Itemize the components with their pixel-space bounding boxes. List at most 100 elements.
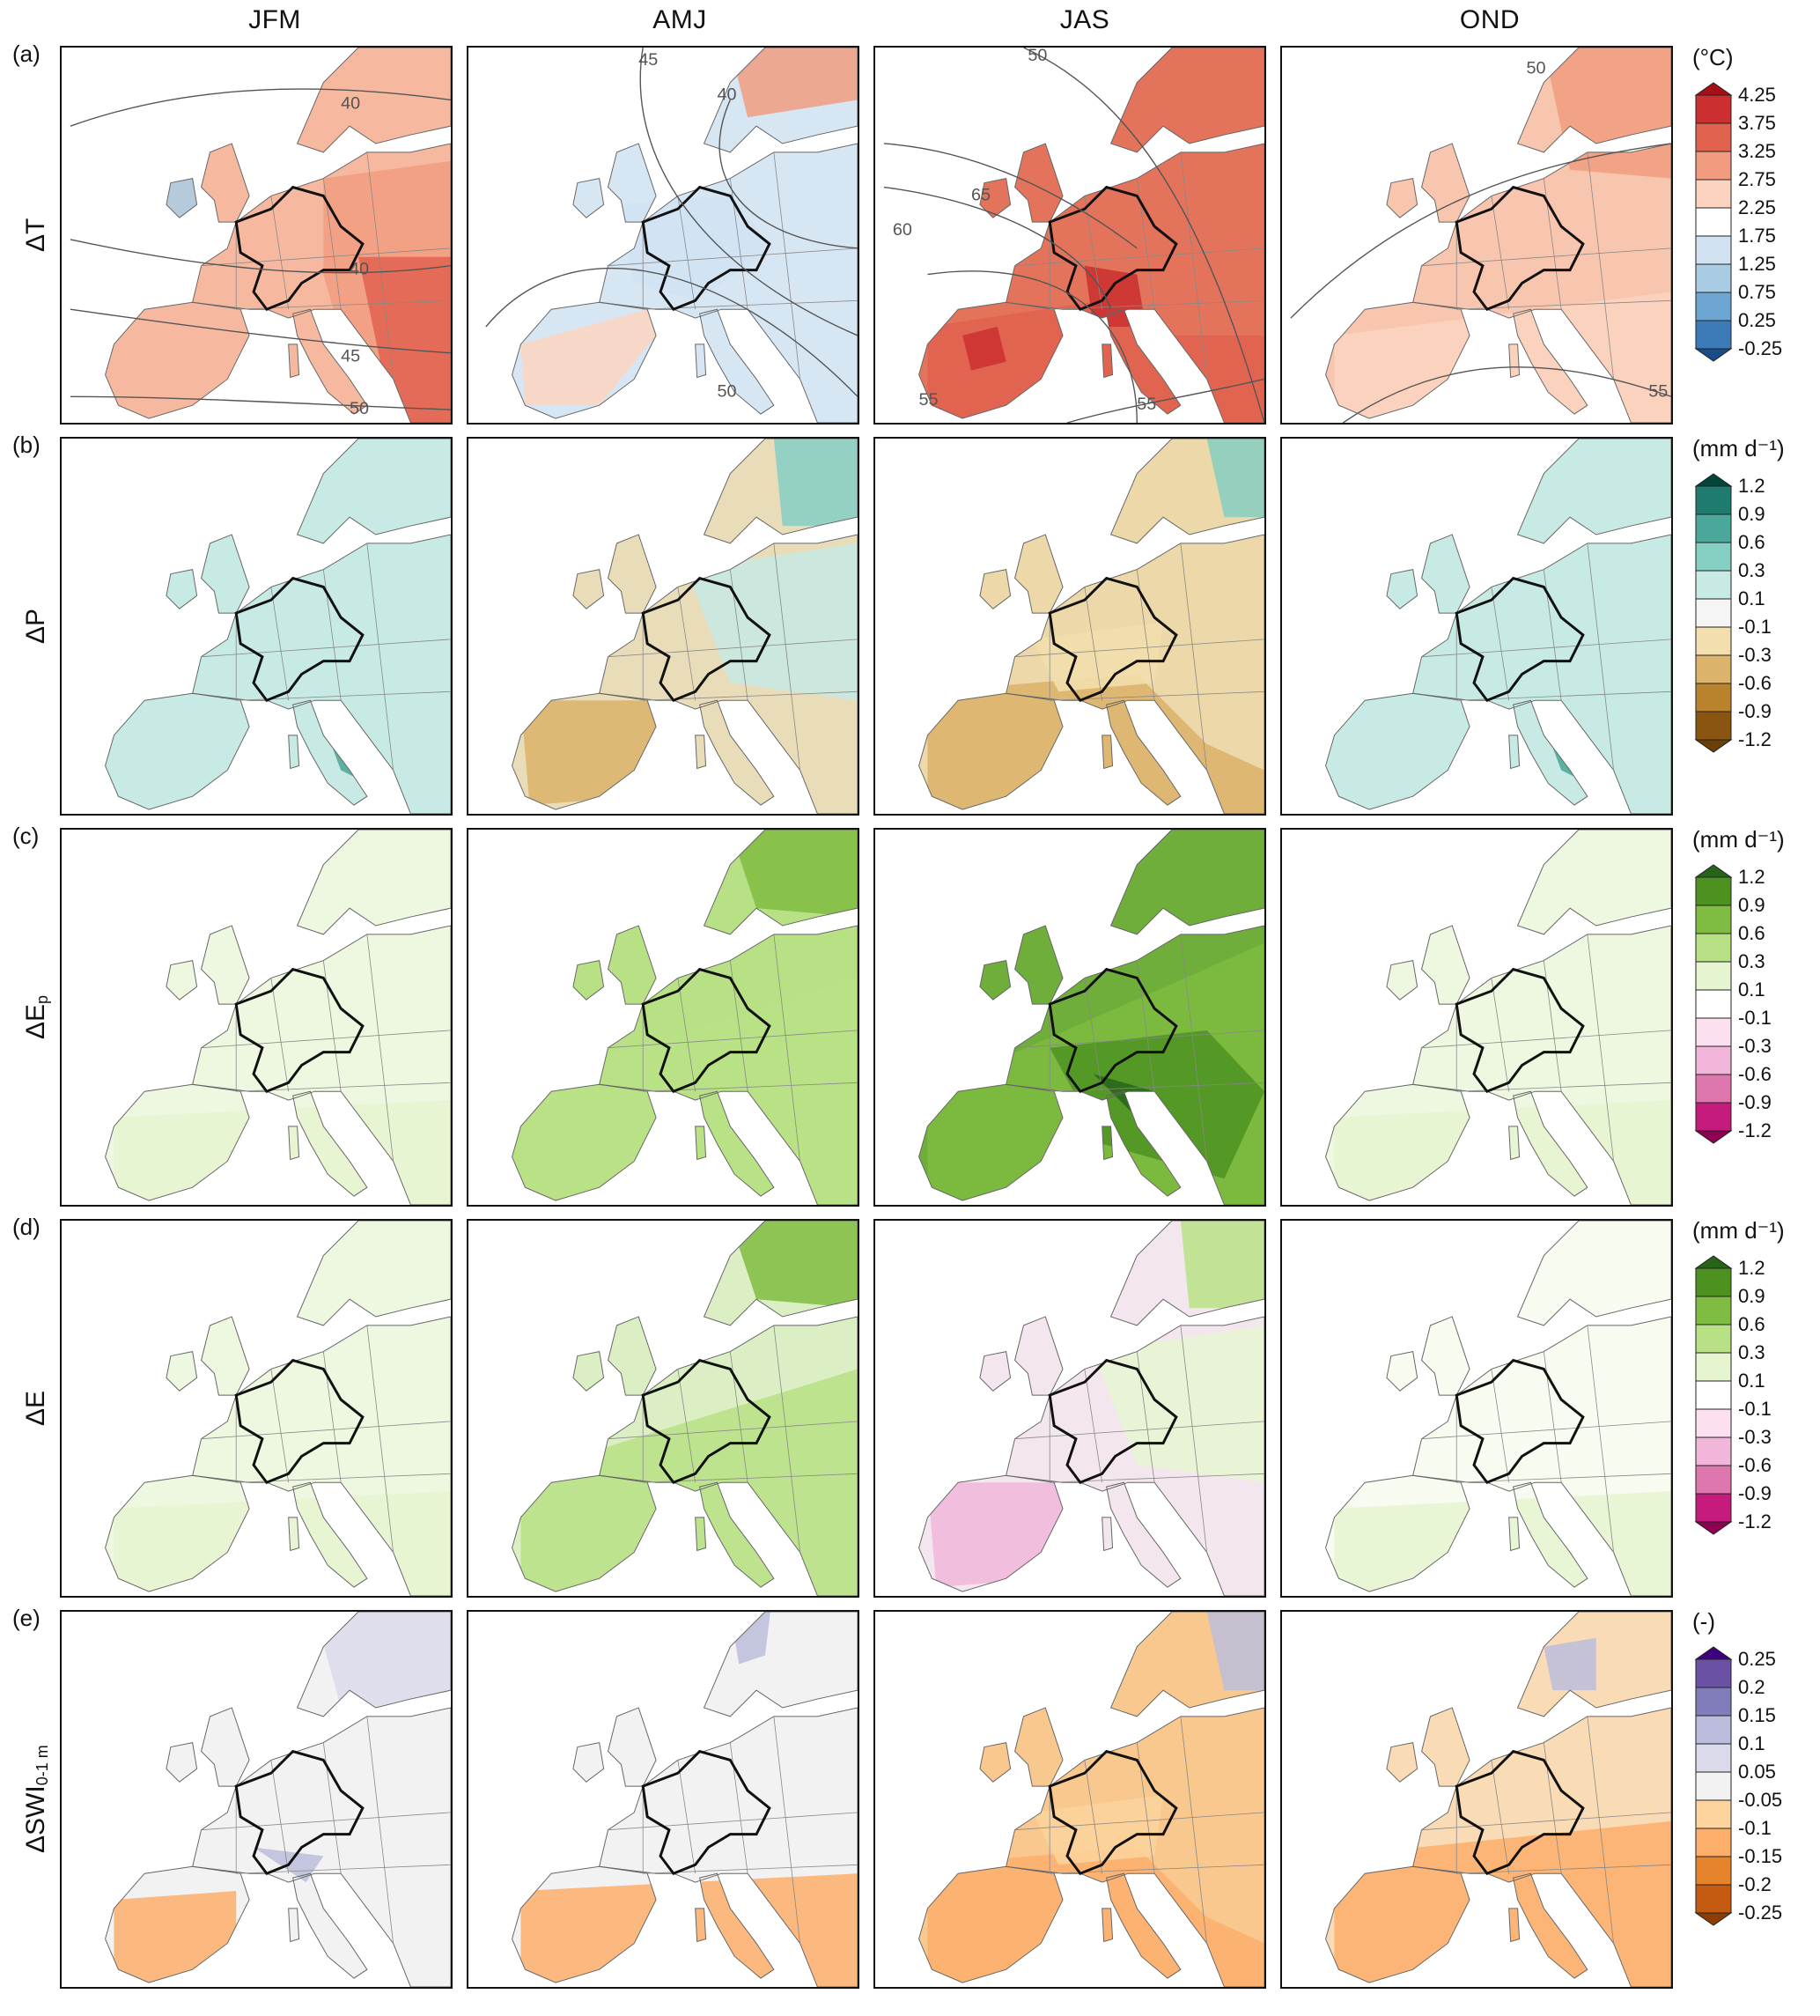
colorbar-tick-label: -0.1 <box>1738 1007 1772 1029</box>
land-area <box>1102 1517 1113 1551</box>
study-area-outline <box>641 576 771 703</box>
colorbar-bin <box>1695 1436 1732 1466</box>
land-area <box>288 735 299 769</box>
study-area-outline <box>234 967 365 1094</box>
land-area <box>572 178 604 218</box>
map-canvas: 40 40 45 50 <box>70 48 451 423</box>
coastline <box>1516 1221 1671 1326</box>
colorbar-bin <box>1695 263 1732 293</box>
coastline <box>1109 48 1264 153</box>
land-area <box>1014 534 1064 614</box>
colorbar <box>1694 82 1733 366</box>
coastline <box>699 1090 775 1197</box>
country-border <box>1180 543 1207 771</box>
map-canvas <box>1325 830 1671 1205</box>
colorbar-tick-label: -0.3 <box>1738 1035 1772 1057</box>
coastline <box>1513 1481 1588 1588</box>
row-letter: (c) <box>12 823 40 849</box>
country-border <box>1491 1760 1510 1874</box>
land-area <box>1325 693 1470 810</box>
colorbar-tick-label: -1.2 <box>1738 1510 1772 1532</box>
variable-name: ΔP <box>21 608 50 645</box>
colorbar-tick-label: -0.05 <box>1738 1789 1783 1811</box>
coastline <box>1106 1872 1182 1979</box>
value-region <box>520 1873 858 1987</box>
colorbar-bin <box>1695 1771 1732 1801</box>
land-area <box>201 1316 250 1396</box>
value-region <box>1544 1637 1596 1691</box>
column-header-jas: JAS <box>1059 5 1110 34</box>
land-area <box>297 1221 451 1326</box>
value-region <box>314 1612 451 1708</box>
map-panel-jfm <box>60 828 453 1207</box>
land-area <box>695 735 706 769</box>
colorbar-tick-label: -0.1 <box>1738 1817 1772 1839</box>
land-area <box>1517 830 1671 934</box>
land-area <box>572 960 604 1001</box>
coastline <box>1102 735 1114 770</box>
colorbar-tick-label: -0.9 <box>1738 700 1772 722</box>
colorbar-bin <box>1695 683 1732 713</box>
country-border <box>677 978 696 1092</box>
colorbar-tick-label: -0.6 <box>1738 1063 1772 1085</box>
isoline-label: 50 <box>717 381 736 401</box>
colorbar-bin <box>1695 1658 1732 1688</box>
map-panel-ond <box>1280 1610 1673 1989</box>
value-region <box>1334 1491 1671 1596</box>
coastline <box>512 301 657 419</box>
land-area <box>1386 960 1418 1001</box>
colorbar-bin <box>1695 1408 1732 1438</box>
study-area-outline <box>1455 967 1585 1094</box>
value-region <box>114 1891 237 1987</box>
row-variable-label: ΔSWI0-1 m <box>21 1694 56 1905</box>
map-canvas <box>105 830 451 1205</box>
colorbar-bin <box>1695 1074 1732 1104</box>
colorbar-tick-label: -0.6 <box>1738 672 1772 694</box>
colorbar-tick-label: -0.2 <box>1738 1873 1772 1895</box>
colorbar-extend-min <box>1694 1912 1733 1926</box>
coastline <box>695 1908 707 1943</box>
colorbar-unit: (mm d⁻¹) <box>1692 1217 1785 1244</box>
land-area <box>572 1351 604 1392</box>
land-area <box>1014 143 1064 223</box>
colorbar-tick-label: 3.25 <box>1738 140 1776 162</box>
study-area-outline <box>234 1358 365 1485</box>
colorbar-bin <box>1695 94 1732 124</box>
land-area <box>1508 735 1520 769</box>
row-letter: (a) <box>12 41 41 67</box>
country-border <box>1491 587 1510 701</box>
country-border <box>1587 1716 1614 1944</box>
colorbar-tick-label: 0.3 <box>1738 950 1765 972</box>
colorbar-bin <box>1695 1687 1732 1717</box>
country-border <box>608 1812 858 1831</box>
map-panel-amj <box>467 828 859 1207</box>
colorbar-tick-label: 0.2 <box>1738 1676 1765 1698</box>
land-area <box>201 1707 250 1787</box>
land-area <box>1110 48 1264 152</box>
map-panel-jas <box>873 1219 1266 1598</box>
coastline <box>166 1351 198 1392</box>
coastline <box>979 1351 1012 1392</box>
colorbar-bin <box>1695 1799 1732 1829</box>
column-header-ond: OND <box>1459 5 1521 34</box>
map-canvas <box>512 1221 858 1596</box>
coastline <box>699 699 775 806</box>
isoline-label: 40 <box>717 85 736 104</box>
colorbar-bin <box>1695 905 1732 934</box>
country-border <box>677 1760 696 1874</box>
colorbar-tick-label: 1.2 <box>1738 866 1765 888</box>
country-border <box>1014 1030 1264 1049</box>
colorbar-bin <box>1695 1884 1732 1914</box>
coastline <box>512 1474 657 1592</box>
map-panel-jas <box>873 1610 1266 1989</box>
colorbar-bin <box>1695 1296 1732 1326</box>
coastline <box>1386 569 1418 609</box>
coastline <box>296 830 451 935</box>
colorbar-unit: (-) <box>1692 1608 1715 1635</box>
row-variable-label: ΔE <box>21 1373 56 1444</box>
country-border <box>1014 1812 1264 1831</box>
country-border <box>1421 1812 1671 1831</box>
map-panel-amj <box>467 437 859 816</box>
map-panel-ond <box>1280 1219 1673 1598</box>
colorbar-unit: (°C) <box>1692 44 1734 70</box>
